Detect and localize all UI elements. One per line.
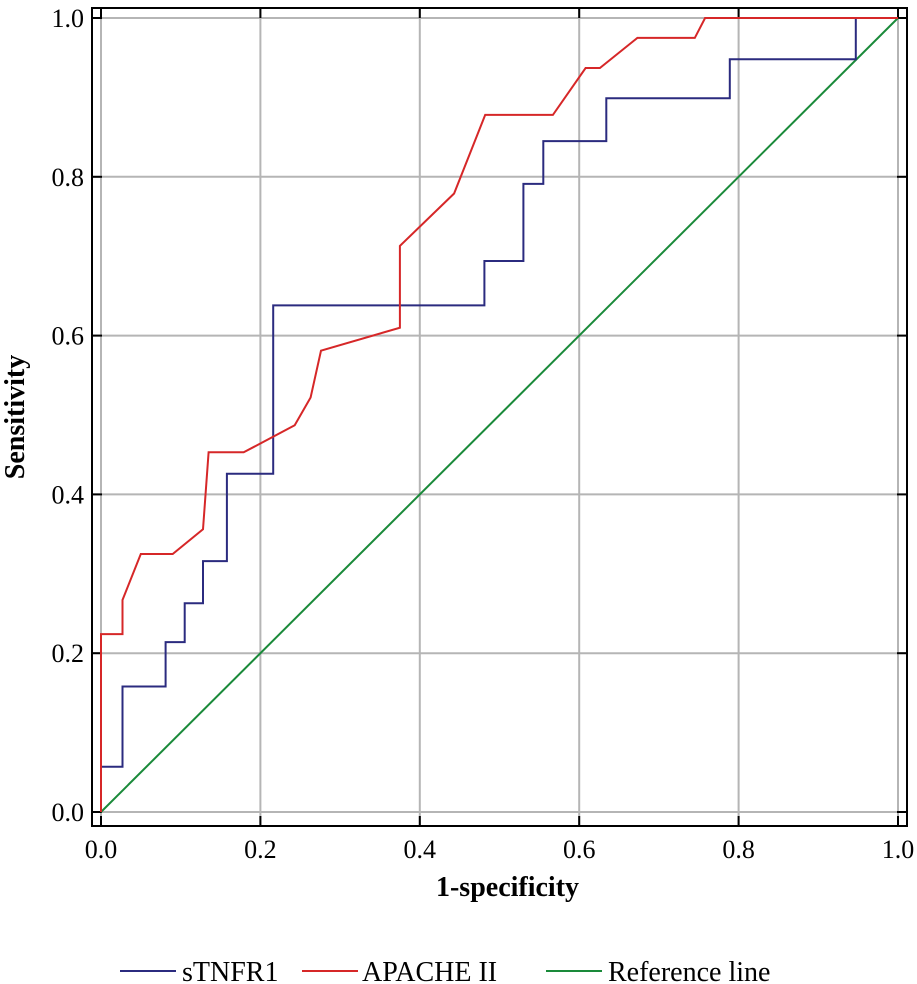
x-tick-label: 0.2 <box>244 835 277 864</box>
x-axis-label: 1-specificity <box>436 872 579 903</box>
x-tick-label: 1.0 <box>882 835 915 864</box>
legend-label: sTNFR1 <box>182 957 278 984</box>
x-tick-label: 0.8 <box>722 835 755 864</box>
y-tick-label: 0.6 <box>52 322 85 351</box>
x-tick-label: 0.0 <box>85 835 118 864</box>
y-tick-label: 0.8 <box>52 163 85 192</box>
series-lines <box>100 17 899 813</box>
y-tick-label: 0.0 <box>52 798 85 827</box>
legend-label: APACHE II <box>362 957 497 984</box>
y-axis-label: Sensitivity <box>0 355 31 479</box>
series-line-stnfr1 <box>100 17 898 812</box>
plot-frame <box>91 7 908 827</box>
x-tick-label: 0.4 <box>404 835 437 864</box>
y-tick-label: 1.0 <box>52 4 85 33</box>
series-line-reference-line <box>100 17 899 813</box>
legend-label: Reference line <box>608 957 770 984</box>
y-tick-label: 0.2 <box>52 639 85 668</box>
x-tick-label: 0.6 <box>563 835 596 864</box>
legend: sTNFR1 APACHE II Reference line <box>120 957 770 984</box>
y-tick-label: 0.4 <box>52 480 85 509</box>
series-line-apache-ii <box>100 17 898 812</box>
axis-ticks: 0.0 0.2 0.4 0.6 0.8 1.0 0.0 0.2 0.4 0.6 0.8 1.0 <box>52 4 915 864</box>
grid-lines <box>92 8 907 826</box>
